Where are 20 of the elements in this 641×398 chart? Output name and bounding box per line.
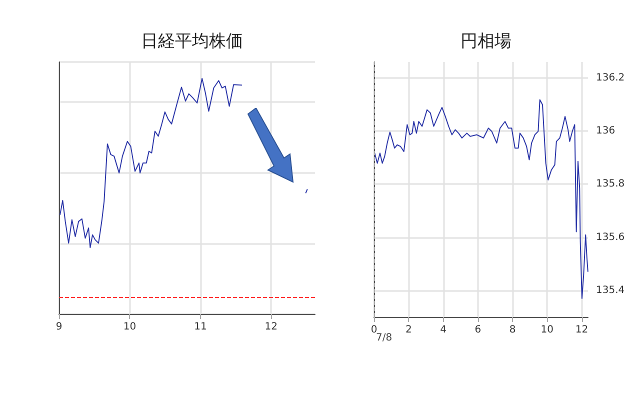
x-tick-label: 2 (405, 324, 412, 336)
x-tick-label: 11 (194, 322, 207, 332)
x-tick-label: 10 (123, 322, 136, 332)
y2-tick-label: 135.4 (596, 284, 625, 296)
text: 7/8 (376, 332, 392, 344)
y2-tick-label: 135.6 (596, 232, 625, 243)
y2-tick-label: 136 (596, 126, 616, 137)
x-tick-label: 12 (575, 324, 588, 336)
x-tick-label: 4 (440, 324, 446, 336)
x-tick-label: 12 (264, 322, 278, 332)
y2-tick-label: 135.8 (596, 178, 625, 190)
x-tick-label: 6 (474, 324, 482, 336)
chart-title: 円相場 (460, 32, 512, 52)
x-tick-label: 8 (509, 324, 516, 336)
x-tick-label: 0 (370, 324, 378, 336)
chart-title: 日経平均株価 (141, 32, 243, 52)
x-tick-label: 9 (56, 322, 62, 332)
x-tick-label: 10 (540, 324, 554, 336)
y2-tick-label: 136.2 (596, 72, 625, 84)
line-series (374, 99, 588, 299)
